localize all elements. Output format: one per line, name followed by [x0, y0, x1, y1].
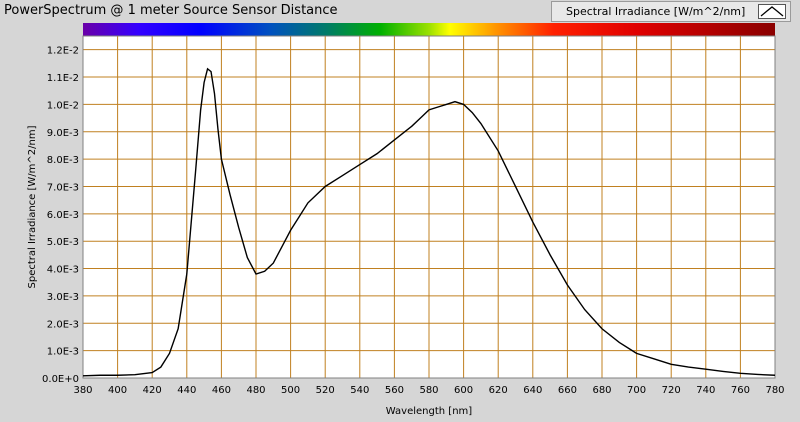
- y-tick-label: 6.0E-3: [47, 210, 79, 221]
- x-tick-label: 640: [523, 385, 542, 396]
- y-tick-labels: 0.0E+0 1.0E-3 2.0E-3 3.0E-3 4.0E-3 5.0E-3 6.0E…: [42, 46, 79, 385]
- x-tick-label: 420: [143, 385, 162, 396]
- x-tick-label: 660: [558, 385, 577, 396]
- x-tick-labels: 380 400 420 440 460 480 500 520 540 560 580 600 620 6…: [73, 385, 784, 396]
- x-tick-label: 500: [281, 385, 300, 396]
- y-tick-label: 4.0E-3: [47, 265, 79, 276]
- x-tick-label: 780: [765, 385, 784, 396]
- x-tick-label: 440: [177, 385, 196, 396]
- x-tick-label: 680: [592, 385, 611, 396]
- y-tick-label: 5.0E-3: [47, 237, 79, 248]
- x-tick-label: 620: [489, 385, 508, 396]
- x-tick-label: 540: [350, 385, 369, 396]
- y-tick-label: 8.0E-3: [47, 155, 79, 166]
- y-tick-label: 1.0E-2: [47, 100, 79, 111]
- x-axis-label: Wavelength [nm]: [386, 406, 472, 417]
- legend-label: Spectral Irradiance [W/m^2/nm]: [566, 5, 746, 18]
- y-tick-label: 7.0E-3: [47, 182, 79, 193]
- plot-border: [82, 35, 776, 379]
- x-tick-label: 720: [662, 385, 681, 396]
- spectrum-line: [82, 67, 776, 377]
- x-tick-label: 700: [627, 385, 646, 396]
- x-tick-label: 380: [73, 385, 92, 396]
- x-tick-label: 560: [385, 385, 404, 396]
- spectrum-color-bar: [83, 23, 775, 36]
- x-tick-label: 760: [731, 385, 750, 396]
- x-tick-label: 520: [316, 385, 335, 396]
- x-tick-label: 460: [212, 385, 231, 396]
- y-axis-label: Spectral Irradiance [W/m^2/nm]: [27, 125, 38, 288]
- legend-line-icon: [758, 4, 786, 19]
- y-tick-label: 9.0E-3: [47, 128, 79, 139]
- chart-title: PowerSpectrum @ 1 meter Source Sensor Di…: [4, 3, 338, 18]
- legend-box[interactable]: Spectral Irradiance [W/m^2/nm]: [551, 1, 791, 22]
- y-tick-label: 1.1E-2: [47, 73, 79, 84]
- x-tick-label: 400: [108, 385, 127, 396]
- y-tick-label: 1.2E-2: [47, 46, 79, 57]
- y-tick-label: 2.0E-3: [47, 319, 79, 330]
- y-tick-label: 0.0E+0: [42, 374, 79, 385]
- x-tick-label: 580: [419, 385, 438, 396]
- y-tick-label: 1.0E-3: [47, 347, 79, 358]
- x-tick-label: 740: [696, 385, 715, 396]
- x-tick-label: 600: [454, 385, 473, 396]
- y-tick-label: 3.0E-3: [47, 292, 79, 303]
- x-tick-label: 480: [246, 385, 265, 396]
- grid-lines: [82, 35, 776, 379]
